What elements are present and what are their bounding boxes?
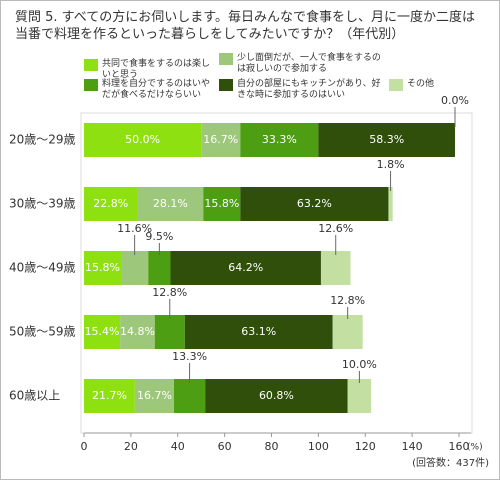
value-label: 50.0% bbox=[125, 133, 160, 146]
value-label: 1.8% bbox=[377, 158, 405, 171]
value-label: 58.3% bbox=[369, 133, 404, 146]
bar-segment bbox=[134, 379, 174, 413]
bar-segment bbox=[320, 251, 351, 285]
value-label: 28.1% bbox=[153, 197, 188, 210]
bar-segment bbox=[203, 187, 241, 221]
x-tick-label: 140 bbox=[402, 440, 423, 453]
bar-segment bbox=[84, 315, 121, 349]
note: (回答数：437件) bbox=[412, 456, 489, 469]
bar-segment bbox=[120, 315, 155, 349]
bar-segment bbox=[240, 187, 389, 221]
x-tick-label: 20 bbox=[124, 440, 138, 453]
y-tick-label: 40歳〜49歳 bbox=[9, 261, 76, 275]
value-label: 0.0% bbox=[441, 94, 469, 107]
value-label: 13.3% bbox=[172, 350, 207, 363]
legend-swatch bbox=[84, 59, 98, 71]
bar-segment bbox=[205, 379, 348, 413]
value-label: 12.8% bbox=[330, 294, 365, 307]
legend-swatch bbox=[389, 79, 403, 91]
value-label: 9.5% bbox=[145, 230, 173, 243]
value-label: 12.8% bbox=[152, 286, 187, 299]
legend-item: 料理を自分でするのはいやだが食べるだけならいい bbox=[84, 79, 214, 101]
value-label: 33.3% bbox=[262, 133, 297, 146]
bar-segment bbox=[184, 315, 333, 349]
bar-segment bbox=[170, 251, 321, 285]
legend-item: 自分の部屋にもキッチンがあり、好きな時に参加するのはいい bbox=[219, 79, 384, 101]
value-label: 60.8% bbox=[259, 389, 294, 402]
value-label: 10.0% bbox=[342, 358, 377, 371]
bar-segment bbox=[154, 315, 185, 349]
bar-segment bbox=[84, 187, 138, 221]
legend-item: 共同で食事をするのは楽しいと思う bbox=[84, 59, 214, 81]
legend-label: 共同で食事をするのは楽しいと思う bbox=[102, 59, 211, 80]
bar-segment bbox=[121, 251, 149, 285]
value-label: 15.8% bbox=[204, 197, 239, 210]
legend-swatch bbox=[84, 79, 98, 91]
bar-segment bbox=[84, 123, 202, 157]
legend-label: 自分の部屋にもキッチンがあり、好きな時に参加するのはいい bbox=[237, 79, 381, 100]
x-unit: (%) bbox=[467, 443, 483, 453]
bar-segment bbox=[84, 251, 122, 285]
x-tick-label: 0 bbox=[81, 440, 88, 453]
bar-segment bbox=[388, 187, 393, 221]
x-tick-label: 80 bbox=[265, 440, 279, 453]
y-tick-label: 30歳〜39歳 bbox=[9, 197, 76, 211]
legend-item: その他 bbox=[389, 79, 469, 91]
legend-label: その他 bbox=[407, 79, 435, 89]
value-label: 16.7% bbox=[203, 133, 238, 146]
bar-segment bbox=[347, 379, 372, 413]
bar-segment bbox=[332, 315, 363, 349]
legend-swatch bbox=[219, 79, 233, 91]
legend-item: 少し面倒だが、一人で食事をするのは寂しいので参加する bbox=[219, 53, 384, 75]
value-label: 12.6% bbox=[318, 222, 353, 235]
bar-segment bbox=[240, 123, 319, 157]
value-label: 11.6% bbox=[117, 222, 152, 235]
value-label: 15.4% bbox=[85, 325, 120, 338]
x-tick-label: 100 bbox=[308, 440, 329, 453]
value-label: 21.7% bbox=[92, 389, 127, 402]
bar-segment bbox=[148, 251, 171, 285]
legend-label: 料理を自分でするのはいやだが食べるだけならいい bbox=[102, 79, 211, 100]
value-label: 63.2% bbox=[297, 197, 332, 210]
value-label: 22.8% bbox=[93, 197, 128, 210]
legend-swatch bbox=[219, 53, 233, 65]
chart-title: 質問 5. すべての方にお伺いします。毎日みんなで食事をし、月に一度か二度は当番… bbox=[15, 10, 475, 42]
value-label: 63.1% bbox=[241, 325, 276, 338]
bar-segment bbox=[201, 123, 241, 157]
y-tick-label: 20歳〜29歳 bbox=[9, 133, 76, 147]
y-tick-label: 60歳以上 bbox=[9, 389, 60, 403]
bar-segment bbox=[318, 123, 456, 157]
value-label: 16.7% bbox=[137, 389, 172, 402]
bar-segment bbox=[174, 379, 206, 413]
x-tick-label: 160 bbox=[449, 440, 470, 453]
x-tick-label: 40 bbox=[171, 440, 185, 453]
value-label: 64.2% bbox=[228, 261, 263, 274]
x-tick-label: 120 bbox=[355, 440, 376, 453]
bar-segment bbox=[137, 187, 204, 221]
legend-label: 少し面倒だが、一人で食事をするのは寂しいので参加する bbox=[237, 53, 381, 74]
y-tick-label: 50歳〜59歳 bbox=[9, 325, 76, 339]
x-tick-label: 60 bbox=[218, 440, 232, 453]
value-label: 14.8% bbox=[120, 325, 155, 338]
bar-segment bbox=[84, 379, 135, 413]
value-label: 15.8% bbox=[85, 261, 120, 274]
